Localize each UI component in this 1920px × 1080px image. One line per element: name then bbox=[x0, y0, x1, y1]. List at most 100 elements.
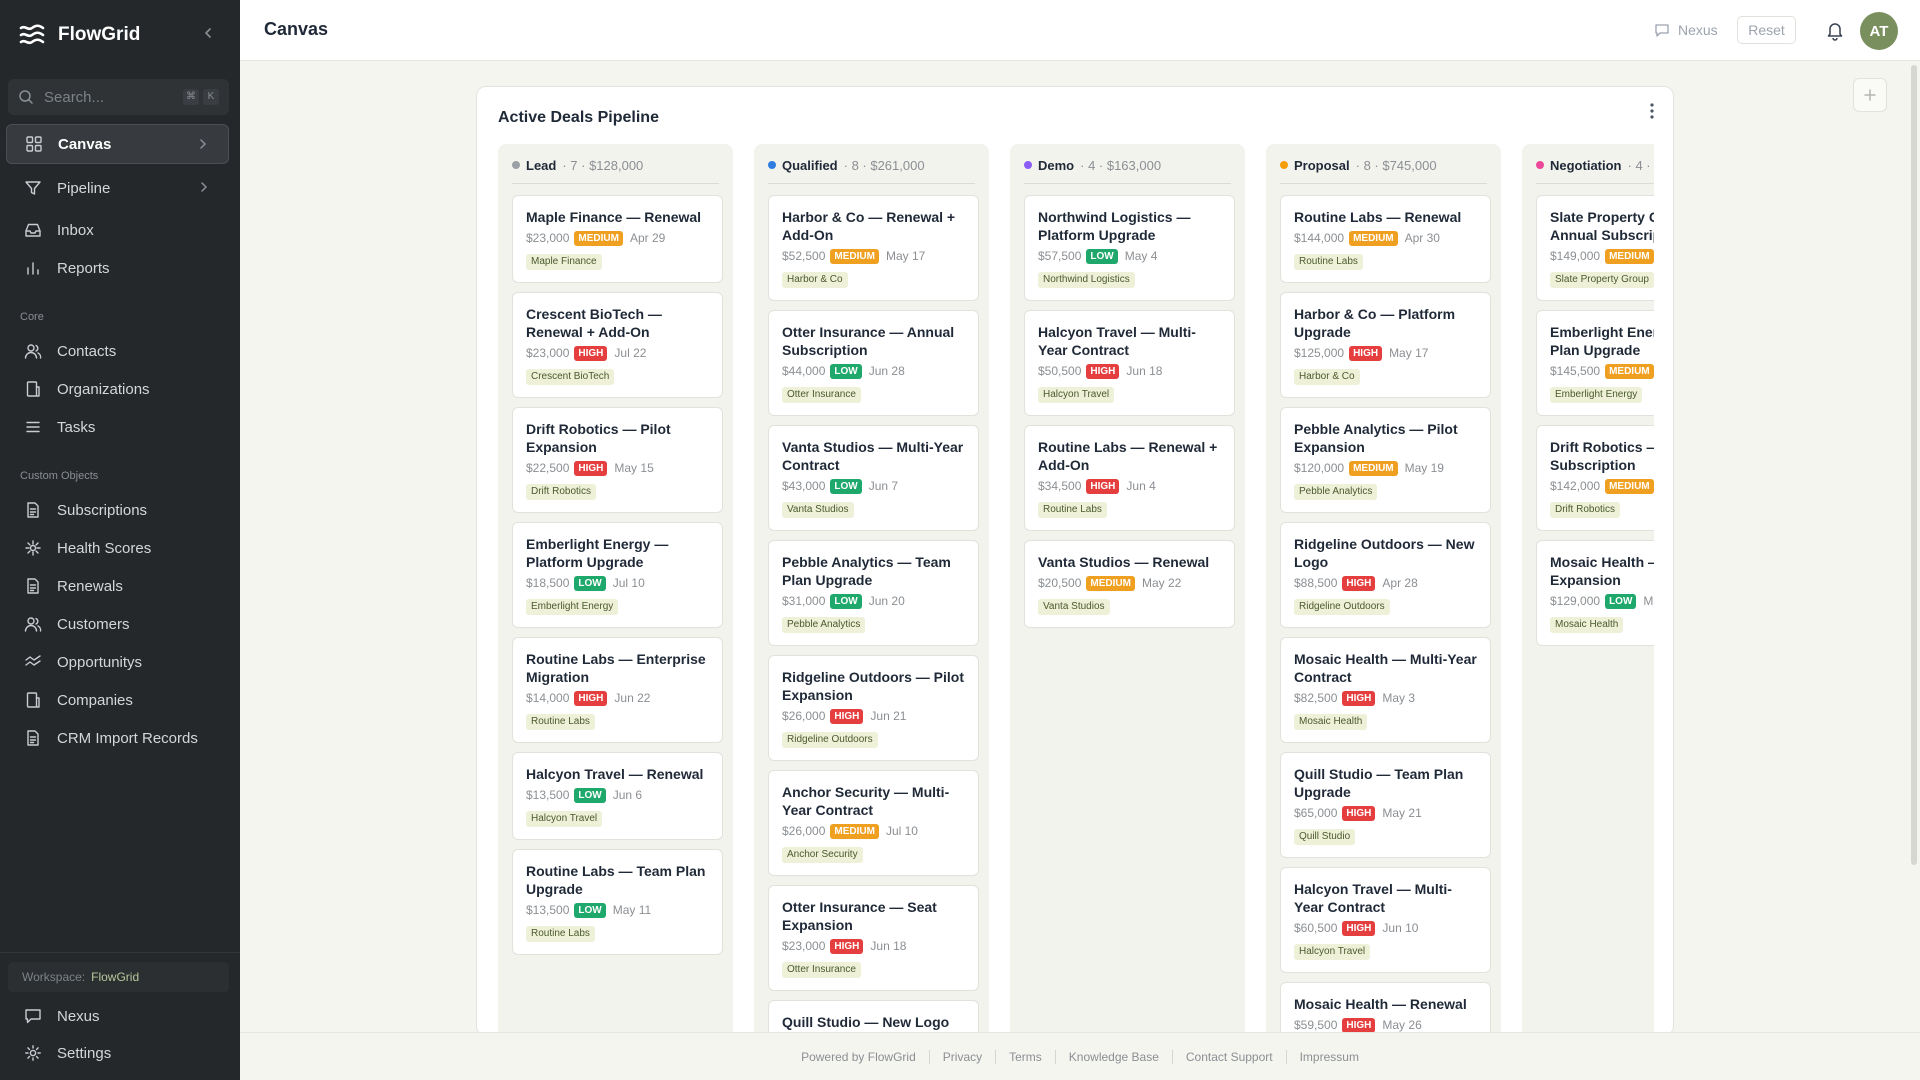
company-tag[interactable]: Routine Labs bbox=[526, 926, 595, 942]
bell-icon[interactable] bbox=[1824, 19, 1846, 41]
deal-card[interactable]: Otter Insurance — Seat Expansion $23,000 H… bbox=[768, 885, 979, 991]
deal-card[interactable]: Emberlight Energy — Platform Upgrade $18,… bbox=[512, 522, 723, 628]
sidebar-divider bbox=[0, 952, 240, 953]
more-vertical-icon[interactable] bbox=[1644, 101, 1660, 121]
sidebar-item-companies[interactable]: Companies bbox=[6, 680, 229, 720]
sidebar-item-renewals[interactable]: Renewals bbox=[6, 566, 229, 606]
deal-card[interactable]: Mosaic Health — Multi-Year Contract $82,5… bbox=[1280, 637, 1491, 743]
deal-card[interactable]: Ridgeline Outdoors — New Logo $88,500 HIGH… bbox=[1280, 522, 1491, 628]
sidebar-item-canvas[interactable]: Canvas bbox=[6, 124, 229, 164]
deal-card[interactable]: Anchor Security — Multi-Year Contract $26… bbox=[768, 770, 979, 876]
deal-card[interactable]: Routine Labs — Enterprise Migration $14,0… bbox=[512, 637, 723, 743]
deal-card[interactable]: Halcyon Travel — Multi-Year Contract $60,… bbox=[1280, 867, 1491, 973]
deal-card[interactable]: Mosaic Health — Renewal $59,500 HIGH May 26 bbox=[1280, 982, 1491, 1035]
company-tag[interactable]: Vanta Studios bbox=[782, 502, 854, 518]
company-tag[interactable]: Anchor Security bbox=[782, 847, 863, 863]
company-tag[interactable]: Slate Property Group bbox=[1550, 272, 1654, 288]
deal-card[interactable]: Ridgeline Outdoors — Pilot Expansion $26,… bbox=[768, 655, 979, 761]
company-tag[interactable]: Harbor & Co bbox=[1294, 369, 1360, 385]
deal-card[interactable]: Routine Labs — Team Plan Upgrade $13,500 L… bbox=[512, 849, 723, 955]
nexus-button[interactable]: Nexus bbox=[1654, 19, 1718, 41]
column-header[interactable]: Lead · 7 · $128,000 bbox=[512, 156, 643, 174]
sidebar-item-organizations[interactable]: Organizations bbox=[6, 369, 229, 409]
column-header[interactable]: Proposal · 8 · $745,000 bbox=[1280, 156, 1437, 174]
company-tag[interactable]: Harbor & Co bbox=[782, 272, 848, 288]
footer-link-knowledge-base[interactable]: Knowledge Base bbox=[1068, 1049, 1159, 1064]
add-widget-button[interactable] bbox=[1853, 78, 1887, 112]
sidebar-item-crm-import-records[interactable]: CRM Import Records bbox=[6, 718, 229, 758]
company-tag[interactable]: Otter Insurance bbox=[782, 962, 861, 978]
deal-card[interactable]: Routine Labs — Renewal $144,000 MEDIUM Apr … bbox=[1280, 195, 1491, 283]
company-tag[interactable]: Drift Robotics bbox=[526, 484, 597, 500]
company-tag[interactable]: Routine Labs bbox=[1038, 502, 1107, 518]
deal-card[interactable]: Otter Insurance — Annual Subscription $44… bbox=[768, 310, 979, 416]
sidebar-item-nexus[interactable]: Nexus bbox=[6, 996, 229, 1036]
footer-link-impressum[interactable]: Impressum bbox=[1299, 1049, 1359, 1064]
column-header[interactable]: Demo · 4 · $163,000 bbox=[1024, 156, 1161, 174]
company-tag[interactable]: Mosaic Health bbox=[1550, 617, 1624, 633]
sidebar-item-customers[interactable]: Customers bbox=[6, 604, 229, 644]
company-tag[interactable]: Emberlight Energy bbox=[526, 599, 619, 615]
company-tag[interactable]: Pebble Analytics bbox=[782, 617, 866, 633]
page-scrollbar[interactable] bbox=[1911, 65, 1917, 865]
sidebar-item-pipeline[interactable]: Pipeline bbox=[6, 168, 229, 208]
sidebar-item-settings[interactable]: Settings bbox=[6, 1033, 229, 1073]
sidebar-item-subscriptions[interactable]: Subscriptions bbox=[6, 490, 229, 530]
deal-card[interactable]: Routine Labs — Renewal + Add-On $34,500 HI… bbox=[1024, 425, 1235, 531]
deal-card[interactable]: Emberlight Energy — Team Plan Upgrade $14… bbox=[1536, 310, 1654, 416]
company-tag[interactable]: Ridgeline Outdoors bbox=[782, 732, 878, 748]
company-tag[interactable]: Ridgeline Outdoors bbox=[1294, 599, 1390, 615]
deal-card[interactable]: Pebble Analytics — Pilot Expansion $120,0… bbox=[1280, 407, 1491, 513]
sidebar-item-contacts[interactable]: Contacts bbox=[6, 331, 229, 371]
deal-card[interactable]: Vanta Studios — Renewal $20,500 MEDIUM May … bbox=[1024, 540, 1235, 628]
footer-link-terms[interactable]: Terms bbox=[1009, 1049, 1042, 1064]
company-tag[interactable]: Mosaic Health bbox=[1294, 714, 1368, 730]
deal-card[interactable]: Mosaic Health — Expansion $129,000 LOW M Mos… bbox=[1536, 540, 1654, 646]
company-tag[interactable]: Halcyon Travel bbox=[1294, 944, 1371, 960]
column-header[interactable]: Qualified · 8 · $261,000 bbox=[768, 156, 925, 174]
deal-card[interactable]: Slate Property Group — Annual Subscripti… bbox=[1536, 195, 1654, 301]
footer-link-contact-support[interactable]: Contact Support bbox=[1185, 1049, 1273, 1064]
company-tag[interactable]: Otter Insurance bbox=[782, 387, 861, 403]
company-tag[interactable]: Vanta Studios bbox=[1038, 599, 1110, 615]
sidebar-item-opportunitys[interactable]: Opportunitys bbox=[6, 642, 229, 682]
workspace-indicator[interactable]: Workspace: FlowGrid bbox=[8, 962, 229, 992]
deal-card[interactable]: Drift Robotics — Subscription $142,000 MED… bbox=[1536, 425, 1654, 531]
deal-card[interactable]: Maple Finance — Renewal $23,000 MEDIUM Apr … bbox=[512, 195, 723, 283]
deal-card[interactable]: Halcyon Travel — Renewal $13,500 LOW Jun 6 H… bbox=[512, 752, 723, 840]
column-header[interactable]: Negotiation · 4 · $ bbox=[1536, 156, 1654, 174]
deal-card[interactable]: Crescent BioTech — Renewal + Add-On $23,0… bbox=[512, 292, 723, 398]
collapse-sidebar-button[interactable] bbox=[200, 26, 216, 42]
deal-card[interactable]: Quill Studio — New Logo$15,500MEDIUMMay … bbox=[768, 1000, 979, 1035]
company-tag[interactable]: Pebble Analytics bbox=[1294, 484, 1378, 500]
deal-card[interactable]: Northwind Logistics — Platform Upgrade $5… bbox=[1024, 195, 1235, 301]
deal-card[interactable]: Harbor & Co — Platform Upgrade $125,000 HI… bbox=[1280, 292, 1491, 398]
company-tag[interactable]: Quill Studio bbox=[1294, 829, 1356, 845]
footer-link-privacy[interactable]: Privacy bbox=[942, 1049, 983, 1064]
sidebar-item-reports[interactable]: Reports bbox=[6, 248, 229, 288]
company-tag[interactable]: Routine Labs bbox=[1294, 254, 1363, 270]
deal-card[interactable]: Harbor & Co — Renewal + Add-On $52,500 MED… bbox=[768, 195, 979, 301]
company-tag[interactable]: Halcyon Travel bbox=[526, 811, 603, 827]
company-tag[interactable]: Maple Finance bbox=[526, 254, 602, 270]
company-tag[interactable]: Emberlight Energy bbox=[1550, 387, 1643, 403]
deal-meta: $20,500 MEDIUM May 22 bbox=[1038, 575, 1221, 591]
deal-card[interactable]: Drift Robotics — Pilot Expansion $22,500 H… bbox=[512, 407, 723, 513]
company-tag[interactable]: Northwind Logistics bbox=[1038, 272, 1135, 288]
sidebar-item-inbox[interactable]: Inbox bbox=[6, 210, 229, 250]
deal-card[interactable]: Vanta Studios — Multi-Year Contract $43,0… bbox=[768, 425, 979, 531]
deal-card[interactable]: Pebble Analytics — Team Plan Upgrade $31,… bbox=[768, 540, 979, 646]
sidebar-item-tasks[interactable]: Tasks bbox=[6, 407, 229, 447]
company-tag[interactable]: Halcyon Travel bbox=[1038, 387, 1115, 403]
brand[interactable]: FlowGrid bbox=[18, 20, 140, 50]
reset-button[interactable]: Reset bbox=[1737, 16, 1796, 44]
search-input[interactable]: Search... ⌘ K bbox=[8, 79, 229, 115]
company-tag[interactable]: Drift Robotics bbox=[1550, 502, 1621, 518]
deal-card[interactable]: Quill Studio — Team Plan Upgrade $65,000 H… bbox=[1280, 752, 1491, 858]
deal-card[interactable]: Halcyon Travel — Multi-Year Contract $50,… bbox=[1024, 310, 1235, 416]
avatar[interactable]: AT bbox=[1860, 12, 1898, 50]
sidebar-item-health-scores[interactable]: Health Scores bbox=[6, 528, 229, 568]
close-date: Jun 10 bbox=[1382, 921, 1419, 935]
company-tag[interactable]: Routine Labs bbox=[526, 714, 595, 730]
company-tag[interactable]: Crescent BioTech bbox=[526, 369, 615, 385]
